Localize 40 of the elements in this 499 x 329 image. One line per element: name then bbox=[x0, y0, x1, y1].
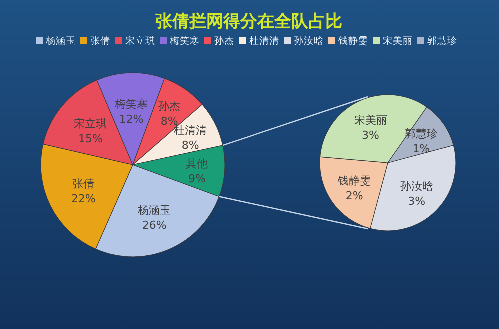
legend-item: 杜清清 bbox=[240, 36, 280, 47]
legend-item: 杨涵玉 bbox=[36, 36, 76, 47]
legend-label: 郭慧珍 bbox=[428, 35, 458, 47]
data-label: 1% bbox=[412, 142, 430, 156]
legend-label: 张倩 bbox=[90, 35, 110, 47]
legend-label: 梅笑寒 bbox=[169, 35, 200, 47]
data-label: 2% bbox=[346, 189, 364, 202]
data-label: 8% bbox=[182, 139, 200, 152]
data-label: 12% bbox=[119, 112, 144, 126]
legend-label: 钱静雯 bbox=[338, 35, 368, 47]
legend-item: 郭慧珍 bbox=[418, 36, 458, 47]
legend-label: 宋美丽 bbox=[383, 35, 413, 47]
legend-label: 孙汝晗 bbox=[294, 35, 324, 47]
slice-label: 张倩 bbox=[72, 178, 95, 191]
data-label: 9% bbox=[188, 172, 206, 186]
legend-label: 孙杰 bbox=[214, 35, 234, 47]
data-label: 3% bbox=[408, 194, 426, 208]
legend-item: 张倩 bbox=[80, 36, 110, 47]
slice-label: 杨涵玉 bbox=[137, 204, 172, 217]
slice-label: 杜清清 bbox=[174, 124, 208, 138]
legend-item: 梅笑寒 bbox=[160, 36, 200, 47]
data-label: 26% bbox=[142, 218, 167, 232]
slice-label: 孙杰 bbox=[158, 100, 181, 113]
legend-item: 孙杰 bbox=[204, 36, 234, 47]
legend-label: 杜清清 bbox=[250, 35, 280, 47]
slice-label: 孙汝晗 bbox=[400, 180, 434, 193]
slice-label: 其他 bbox=[186, 157, 208, 170]
slice-label: 宋立琪 bbox=[74, 118, 108, 131]
slice-label: 宋美丽 bbox=[354, 114, 388, 128]
data-label: 15% bbox=[78, 132, 103, 146]
legend-item: 钱静雯 bbox=[328, 36, 368, 47]
legend-item: 孙汝晗 bbox=[284, 36, 324, 47]
slice-label: 梅笑寒 bbox=[114, 98, 148, 111]
data-label: 3% bbox=[362, 129, 380, 142]
slice-label: 钱静雯 bbox=[337, 174, 372, 188]
legend-label: 宋立琪 bbox=[126, 35, 156, 47]
data-label: 22% bbox=[71, 192, 96, 206]
legend-item: 宋美丽 bbox=[373, 36, 413, 47]
chart-title: 张倩拦网得分在全队占比 bbox=[156, 12, 342, 32]
legend-item: 宋立琪 bbox=[116, 36, 156, 47]
